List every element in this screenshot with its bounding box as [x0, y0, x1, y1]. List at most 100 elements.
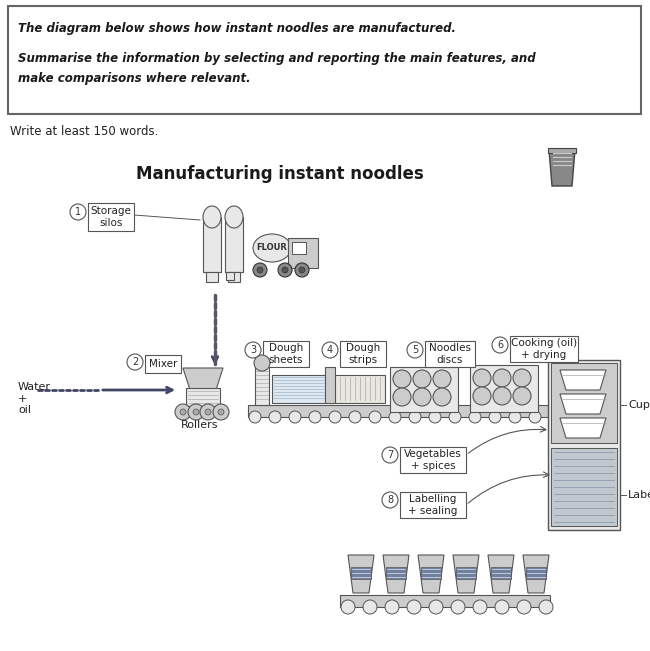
Circle shape — [382, 492, 398, 508]
Circle shape — [257, 267, 263, 273]
Circle shape — [529, 411, 541, 423]
Bar — [206, 272, 218, 282]
Circle shape — [451, 600, 465, 614]
Circle shape — [289, 411, 301, 423]
Text: 2: 2 — [132, 357, 138, 367]
Bar — [330, 375, 385, 403]
Polygon shape — [560, 370, 606, 390]
Bar — [551, 448, 617, 526]
Text: Storage
silos: Storage silos — [90, 206, 131, 229]
Circle shape — [249, 411, 261, 423]
Circle shape — [200, 404, 216, 420]
Circle shape — [369, 411, 381, 423]
Circle shape — [539, 600, 553, 614]
Polygon shape — [560, 394, 606, 414]
Text: 4: 4 — [327, 345, 333, 355]
Circle shape — [193, 409, 199, 415]
Polygon shape — [523, 555, 549, 593]
Polygon shape — [348, 555, 374, 593]
Bar — [351, 567, 371, 579]
Text: Cups: Cups — [628, 400, 650, 410]
Circle shape — [245, 342, 261, 358]
Circle shape — [329, 411, 341, 423]
Circle shape — [389, 411, 401, 423]
Circle shape — [363, 600, 377, 614]
Circle shape — [205, 409, 211, 415]
Circle shape — [493, 387, 511, 405]
Polygon shape — [183, 368, 223, 390]
Circle shape — [492, 337, 508, 353]
Ellipse shape — [203, 206, 221, 228]
Circle shape — [253, 263, 267, 277]
Circle shape — [473, 600, 487, 614]
Bar — [263, 341, 309, 367]
Circle shape — [70, 204, 86, 220]
Text: Write at least 150 words.: Write at least 150 words. — [10, 125, 159, 138]
Text: make comparisons where relevant.: make comparisons where relevant. — [18, 72, 251, 85]
Bar — [88, 203, 134, 231]
Text: 8: 8 — [387, 495, 393, 505]
Text: 5: 5 — [412, 345, 418, 355]
Polygon shape — [549, 150, 575, 186]
Circle shape — [218, 409, 224, 415]
Circle shape — [341, 600, 355, 614]
Bar — [288, 238, 318, 268]
Circle shape — [278, 263, 292, 277]
Bar — [340, 341, 386, 367]
Circle shape — [407, 342, 423, 358]
Circle shape — [433, 370, 451, 388]
Bar — [390, 367, 458, 412]
Bar — [386, 567, 406, 579]
Text: Vegetables
+ spices: Vegetables + spices — [404, 449, 462, 471]
Bar — [255, 365, 269, 405]
Bar — [425, 341, 475, 367]
Text: Mixer: Mixer — [149, 359, 177, 369]
Bar — [292, 242, 306, 254]
Text: Noodles
discs: Noodles discs — [429, 342, 471, 365]
Circle shape — [517, 600, 531, 614]
Bar — [340, 595, 550, 607]
Circle shape — [493, 369, 511, 387]
Bar — [400, 447, 466, 473]
Circle shape — [429, 411, 441, 423]
Circle shape — [309, 411, 321, 423]
Circle shape — [489, 411, 501, 423]
Circle shape — [382, 447, 398, 463]
Polygon shape — [488, 555, 514, 593]
Circle shape — [433, 388, 451, 406]
Ellipse shape — [225, 206, 243, 228]
Text: Rollers: Rollers — [181, 420, 219, 430]
Circle shape — [495, 600, 509, 614]
Circle shape — [449, 411, 461, 423]
Bar — [325, 367, 335, 403]
Circle shape — [509, 411, 521, 423]
Circle shape — [473, 369, 491, 387]
Circle shape — [393, 370, 411, 388]
Polygon shape — [383, 555, 409, 593]
Bar — [470, 365, 538, 412]
Circle shape — [349, 411, 361, 423]
Text: Labelling
+ sealing: Labelling + sealing — [408, 493, 458, 516]
Circle shape — [413, 388, 431, 406]
Bar — [456, 567, 476, 579]
Bar — [510, 336, 578, 362]
Circle shape — [513, 369, 531, 387]
Circle shape — [188, 404, 204, 420]
Circle shape — [473, 387, 491, 405]
Text: 6: 6 — [497, 340, 503, 350]
Circle shape — [413, 370, 431, 388]
Circle shape — [429, 600, 443, 614]
Circle shape — [513, 387, 531, 405]
Circle shape — [127, 354, 143, 370]
Circle shape — [282, 267, 288, 273]
Bar — [551, 363, 617, 443]
Text: Summarise the information by selecting and reporting the main features, and: Summarise the information by selecting a… — [18, 52, 536, 65]
Bar — [491, 567, 511, 579]
Circle shape — [254, 355, 270, 371]
Bar — [8, 6, 641, 114]
Text: Dough
strips: Dough strips — [346, 342, 380, 365]
Text: 7: 7 — [387, 450, 393, 460]
Text: Labels: Labels — [628, 490, 650, 500]
Ellipse shape — [253, 234, 291, 262]
Text: Cooking (oil)
+ drying: Cooking (oil) + drying — [511, 338, 577, 361]
